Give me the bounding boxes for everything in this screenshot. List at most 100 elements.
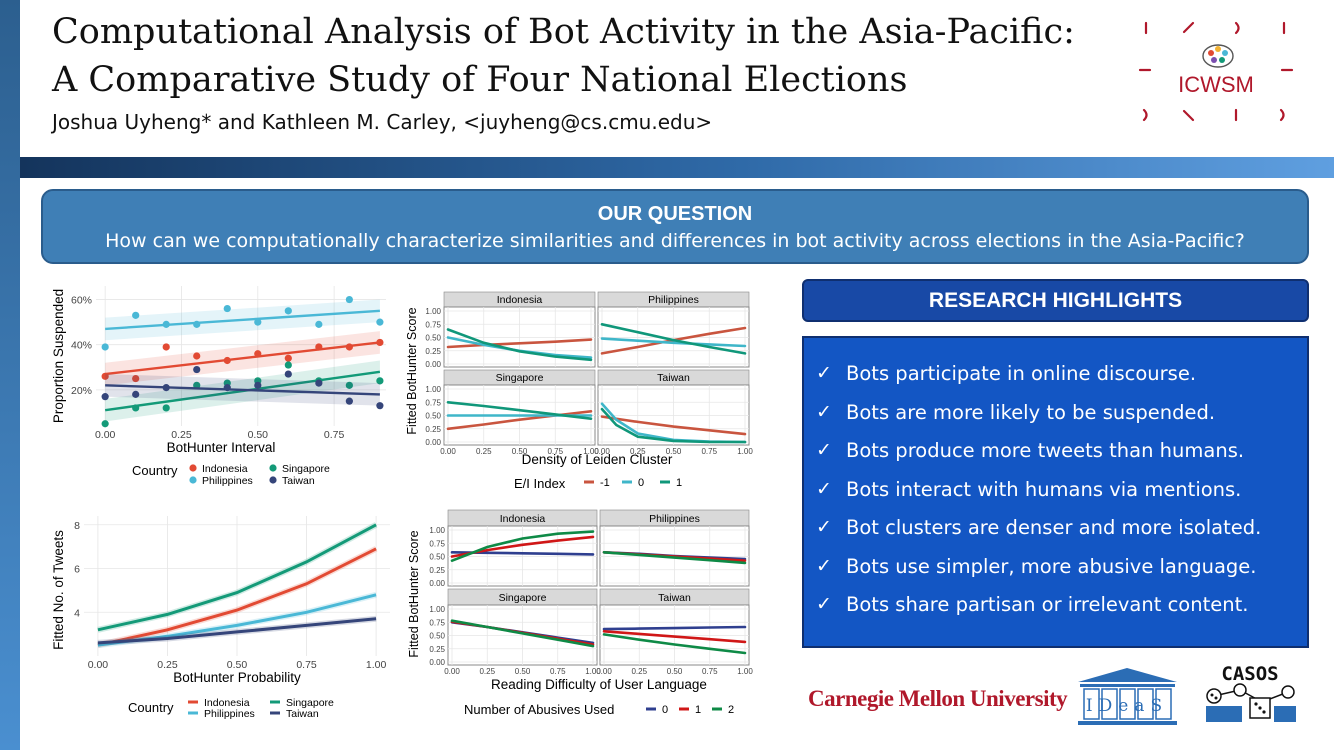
highlight-item: ✓ Bots participate in online discourse. xyxy=(816,362,1197,385)
x-tick-label: 1.00 xyxy=(737,447,753,456)
x-tick-label: 0.75 xyxy=(550,667,566,676)
x-tick-label: 0.00 xyxy=(444,667,460,676)
x-tick-label: 0.25 xyxy=(630,447,646,456)
y-tick-label: 0.00 xyxy=(429,579,445,588)
legend-label: Taiwan xyxy=(286,708,319,720)
chart-proportion-suspended: 0.00 0.25 0.50 0.75 20% 40% 60% BotHunter Inter… xyxy=(51,286,386,487)
facet-title: Taiwan xyxy=(657,372,690,384)
facet-taiwan: Taiwan xyxy=(599,588,750,666)
x-axis-label: BotHunter Interval xyxy=(167,440,276,455)
highlights-heading: RESEARCH HIGHLIGHTS xyxy=(802,279,1309,322)
fit-line-philippines xyxy=(105,309,380,331)
highlight-item: ✓ Bots produce more tweets than humans. xyxy=(816,439,1245,462)
icwsm-logo: ICWSM xyxy=(1138,21,1294,122)
facet-title: Philippines xyxy=(649,513,700,525)
highlights-list: ✓ Bots participate in online discourse. ✓… xyxy=(816,362,1307,632)
speech-bubble-icon xyxy=(1202,44,1234,68)
data-point xyxy=(223,304,231,313)
question-text: How can we computationally characterize … xyxy=(105,230,1245,252)
question-heading: OUR QUESTION xyxy=(597,203,753,225)
data-point xyxy=(162,320,170,328)
x-tick-label: 0.50 xyxy=(248,429,269,441)
svg-text:ICWSM: ICWSM xyxy=(1178,72,1254,97)
legend-label: -1 xyxy=(600,477,610,489)
y-tick-label: 0.50 xyxy=(429,632,445,641)
highlights-box: ✓ Bots participate in online discourse. ✓… xyxy=(802,336,1309,648)
legend-label: Singapore xyxy=(282,463,330,475)
data-point xyxy=(132,311,140,319)
facet-taiwan: Taiwan xyxy=(597,369,750,446)
x-tick-label: 0.50 xyxy=(666,447,682,456)
x-tick-label: 1.00 xyxy=(583,447,599,456)
y-tick-label: 0.00 xyxy=(429,658,445,667)
legend-title: Country xyxy=(132,463,178,478)
y-tick-label: 8 xyxy=(74,520,80,532)
x-tick-label: 0.00 xyxy=(596,667,612,676)
x-tick-label: 0.00 xyxy=(440,447,456,456)
chart-fitted-tweets: 0.00 0.25 0.50 0.75 1.00 4 6 8 BotHunter Probabi… xyxy=(51,516,390,720)
facet-title: Indonesia xyxy=(500,513,546,525)
svg-text:IDeaS: IDeaS xyxy=(1086,696,1168,716)
authors: Joshua Uyheng* and Kathleen M. Carley, <… xyxy=(52,110,713,134)
y-tick-label: 1.00 xyxy=(425,385,441,394)
data-point xyxy=(162,404,170,412)
data-point xyxy=(101,420,109,428)
x-tick-label: 0.00 xyxy=(88,659,109,671)
data-point xyxy=(376,318,384,326)
data-point xyxy=(345,295,353,304)
x-tick-label: 0.75 xyxy=(702,667,718,676)
data-point xyxy=(132,404,140,412)
legend-label: Singapore xyxy=(286,697,334,709)
facet-indonesia: Indonesia xyxy=(447,509,598,587)
y-tick-label: 0.25 xyxy=(425,347,441,356)
data-point xyxy=(101,393,109,401)
x-tick-label: 1.00 xyxy=(737,667,753,676)
facet-philippines: Philippines xyxy=(599,509,750,587)
x-tick-label: 0.50 xyxy=(512,447,528,456)
check-icon: ✓ xyxy=(816,477,832,500)
series-line xyxy=(602,625,747,631)
y-tick-label: 1.00 xyxy=(429,605,445,614)
y-tick-label: 0.25 xyxy=(429,645,445,654)
check-icon: ✓ xyxy=(816,439,832,461)
y-axis-label: Proportion Suspended xyxy=(51,289,66,423)
x-tick-label: 0.75 xyxy=(547,447,563,456)
data-point xyxy=(376,377,384,385)
series-line xyxy=(600,337,747,348)
series-line-taiwan xyxy=(97,617,377,645)
poster-title: Computational Analysis of Bot Activity i… xyxy=(52,8,1092,104)
header-band xyxy=(20,157,1334,178)
series-line xyxy=(600,407,747,444)
data-point xyxy=(284,307,292,315)
check-icon: ✓ xyxy=(816,593,832,615)
y-tick-label: 0.50 xyxy=(425,412,441,421)
y-axis-label: Fitted BotHunter Score xyxy=(405,307,419,434)
left-accent-bar xyxy=(0,0,20,750)
y-tick-label: 0.50 xyxy=(425,334,441,343)
data-point xyxy=(254,381,262,389)
legend-swatch xyxy=(269,476,277,484)
x-tick-label: 0.25 xyxy=(479,667,495,676)
x-tick-label: 0.25 xyxy=(157,659,178,671)
series-line xyxy=(602,630,747,644)
legend-label: Taiwan xyxy=(282,475,315,487)
series-line xyxy=(602,633,747,655)
data-point xyxy=(284,370,292,378)
series-line xyxy=(600,323,747,355)
highlight-item: ✓ Bot clusters are denser and more isolat… xyxy=(816,516,1262,539)
data-point xyxy=(132,374,140,383)
data-point xyxy=(223,384,231,392)
legend-label: Indonesia xyxy=(202,463,248,475)
legend-swatch xyxy=(269,464,277,472)
data-point xyxy=(345,343,353,351)
plot-panel xyxy=(96,286,386,426)
x-axis-label: Density of Leiden Cluster xyxy=(522,452,673,467)
x-tick-label: 0.25 xyxy=(631,667,647,676)
y-tick-label: 0.75 xyxy=(429,539,445,548)
highlight-item: ✓ Bots interact with humans via mentions. xyxy=(816,477,1242,501)
y-tick-label: 60% xyxy=(71,295,92,307)
x-tick-label: 0.50 xyxy=(227,659,248,671)
x-tick-label: 0.00 xyxy=(594,447,610,456)
fit-line-indonesia xyxy=(105,341,381,376)
facet-title: Singapore xyxy=(499,592,547,604)
